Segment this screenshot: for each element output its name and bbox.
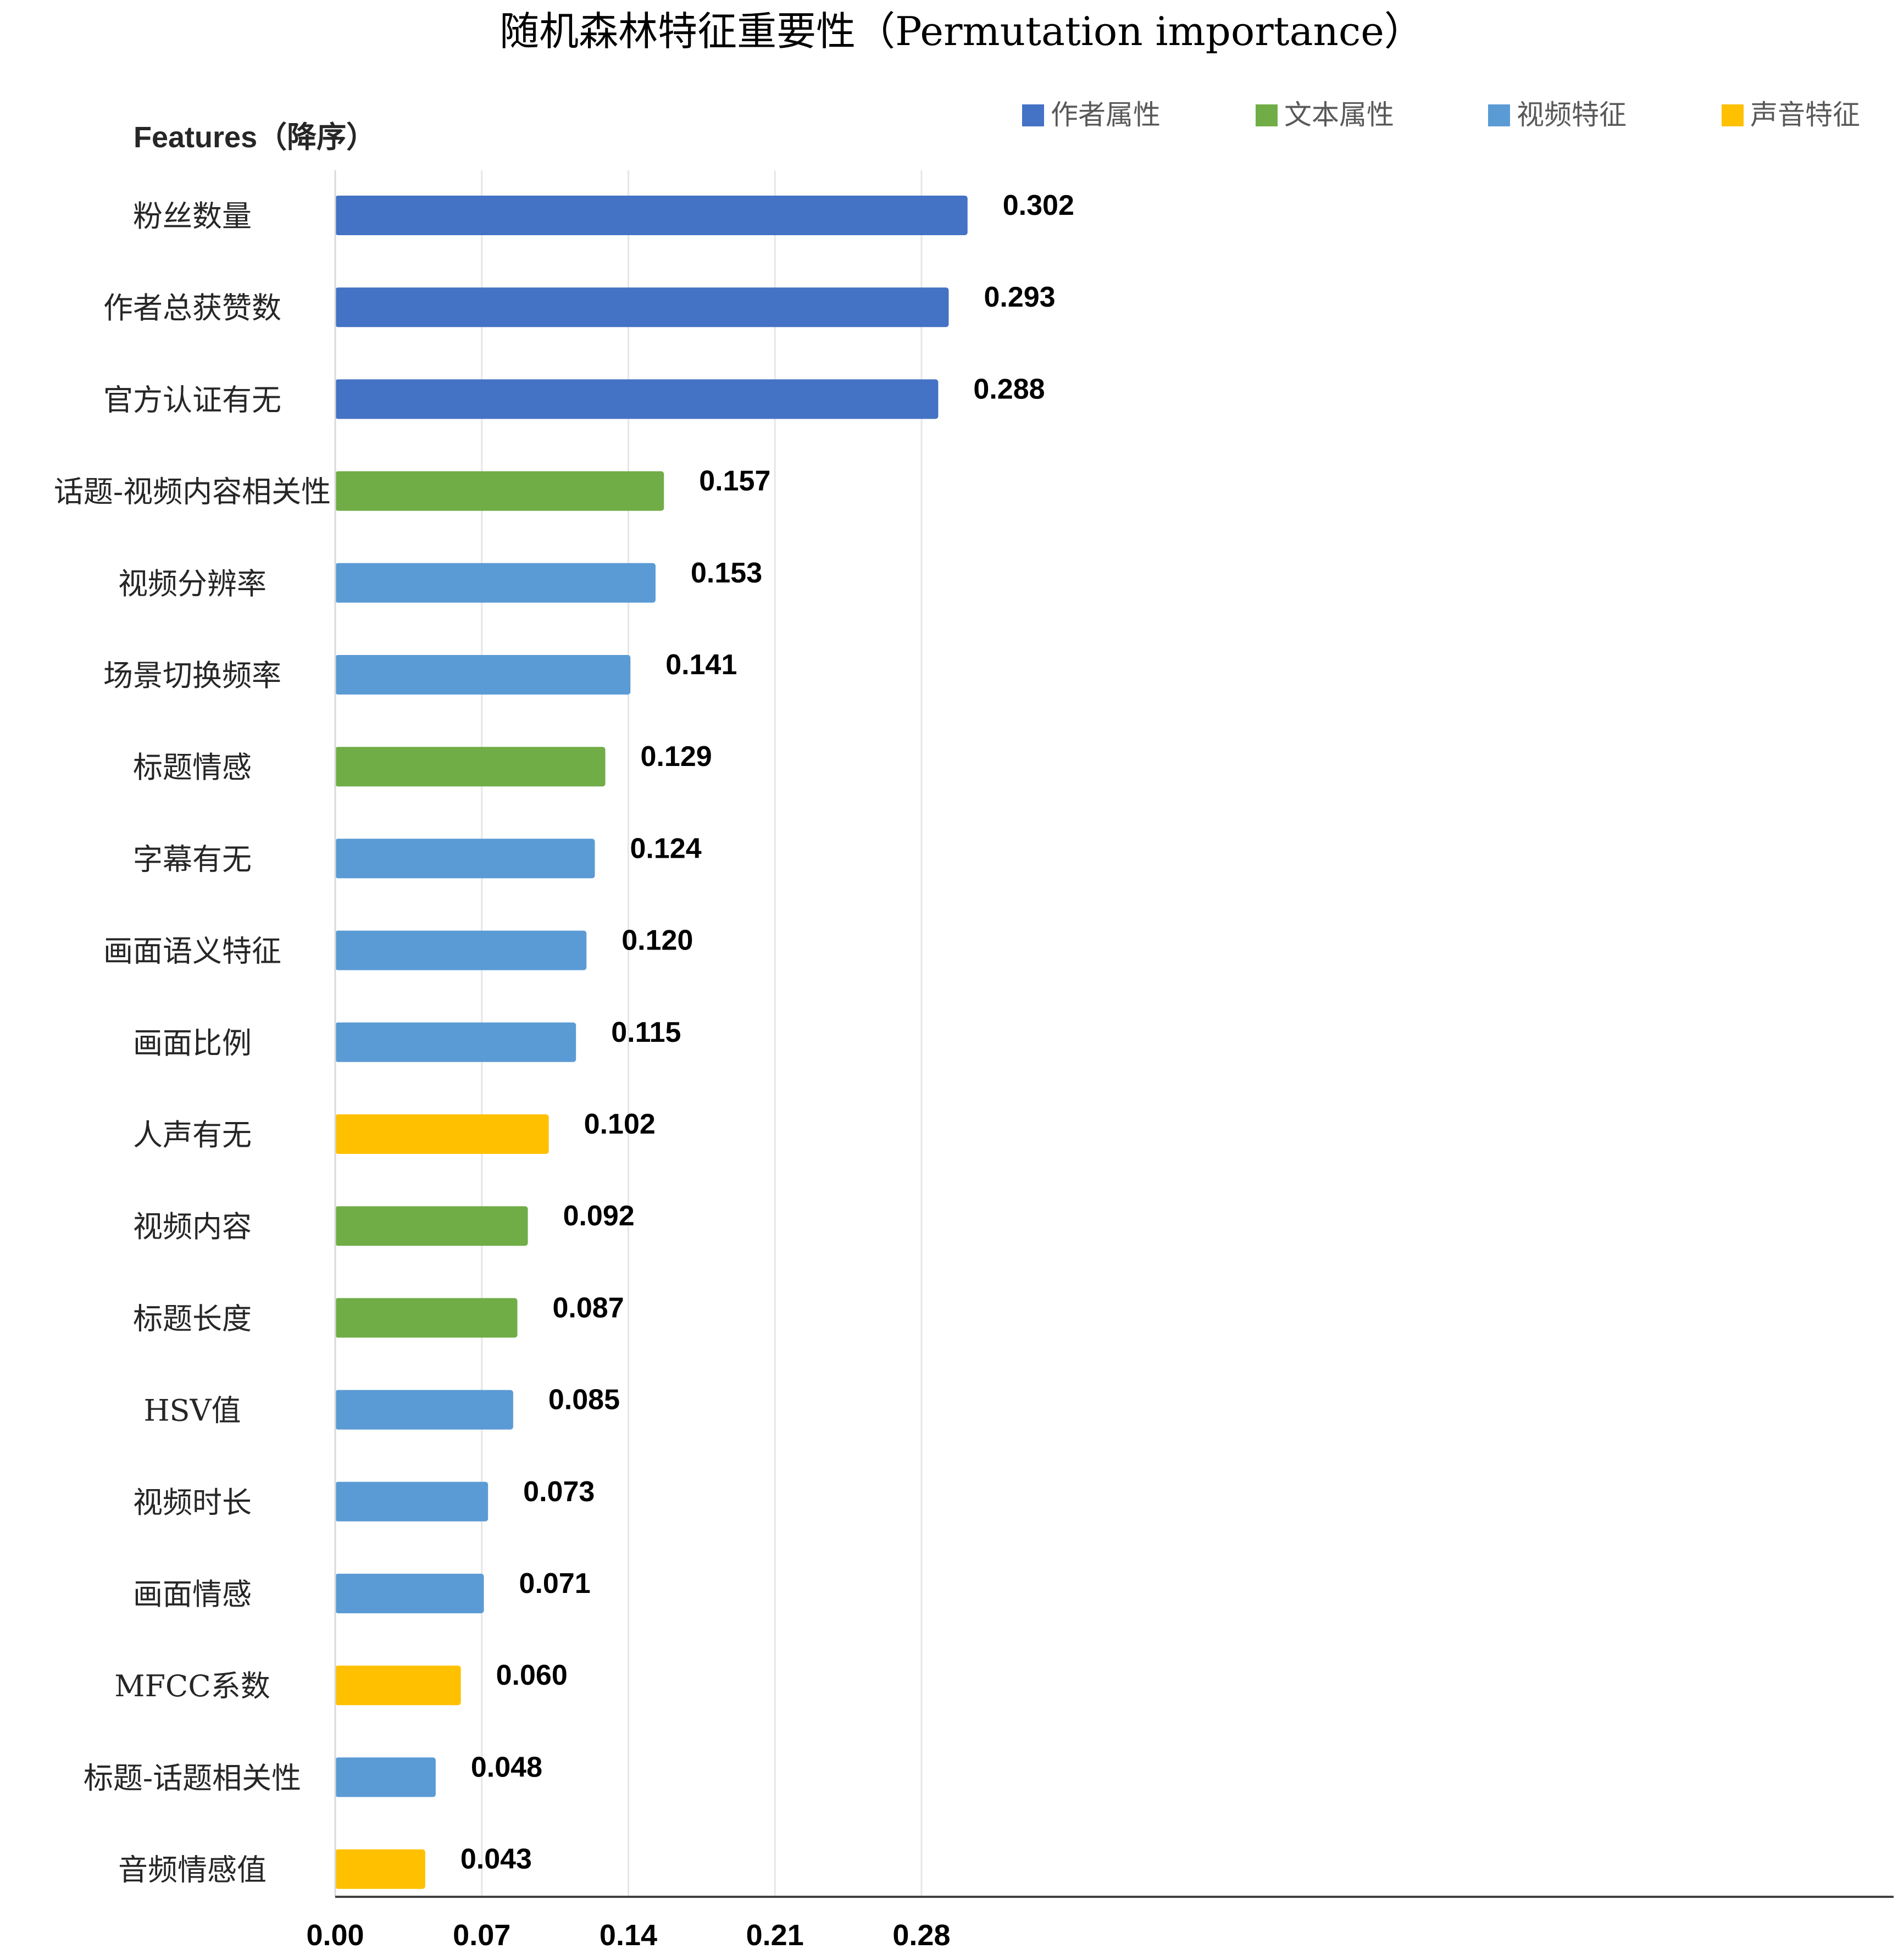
category-label: MFCC系数	[114, 1669, 270, 1703]
value-label: 0.092	[563, 1200, 635, 1232]
bar	[335, 747, 606, 787]
value-label: 0.102	[584, 1108, 656, 1140]
bars	[335, 196, 968, 1889]
category-label: 字幕有无	[133, 842, 252, 876]
value-label: 0.115	[611, 1017, 681, 1048]
value-label: 0.153	[691, 557, 762, 589]
legend-item: 视频特征	[1488, 99, 1627, 131]
bar	[335, 287, 949, 327]
bar	[335, 379, 939, 419]
value-label: 0.302	[1003, 190, 1074, 221]
value-label: 0.157	[699, 465, 770, 497]
value-labels: 0.302 0.293 0.288 0.157 0.153 0.141 0.129 0.124…	[460, 190, 1074, 1875]
category-label: 画面情感	[133, 1577, 252, 1612]
value-label: 0.048	[471, 1751, 542, 1783]
value-label: 0.087	[553, 1292, 624, 1324]
legend-label: 声音特征	[1750, 99, 1860, 131]
legend-label: 视频特征	[1517, 99, 1627, 131]
legend-label: 文本属性	[1284, 99, 1394, 131]
category-label: HSV值	[143, 1393, 241, 1428]
legend-item: 声音特征	[1722, 99, 1860, 131]
legend-swatch	[1256, 104, 1278, 126]
category-label: 标题长度	[133, 1301, 252, 1336]
category-label: 标题-话题相关性	[84, 1761, 301, 1795]
bar	[335, 1665, 461, 1706]
bar	[335, 655, 631, 695]
legend-swatch	[1022, 104, 1044, 126]
value-label: 0.043	[460, 1844, 532, 1875]
x-tick-label: 0.14	[600, 1919, 657, 1952]
bar	[335, 196, 968, 235]
value-label: 0.141	[665, 649, 737, 681]
category-label: 画面比例	[133, 1026, 252, 1060]
value-label: 0.288	[973, 373, 1045, 405]
y-axis-label: Features（降序）	[134, 121, 376, 154]
legend-swatch	[1722, 104, 1744, 126]
category-label: 视频内容	[133, 1209, 252, 1244]
value-label: 0.293	[984, 281, 1055, 313]
category-label: 音频情感值	[118, 1853, 267, 1887]
value-label: 0.120	[621, 925, 693, 957]
bar	[335, 1298, 518, 1338]
bar	[335, 1022, 576, 1062]
bar	[335, 563, 656, 603]
category-label: 视频分辨率	[118, 567, 267, 601]
bar	[335, 1574, 484, 1613]
x-tick-label: 0.28	[892, 1919, 950, 1952]
category-label: 视频时长	[133, 1485, 252, 1520]
value-label: 0.124	[630, 832, 702, 864]
x-tick-label: 0.07	[453, 1919, 510, 1952]
value-label: 0.085	[548, 1384, 620, 1416]
x-tick-label: 0.21	[746, 1919, 804, 1952]
legend-item: 作者属性	[1022, 99, 1161, 131]
bar	[335, 1114, 549, 1154]
x-tick-label: 0.00	[306, 1919, 364, 1952]
bar	[335, 1757, 436, 1797]
legend-swatch	[1488, 104, 1510, 126]
bar	[335, 471, 664, 511]
category-labels: 粉丝数量作者总获赞数官方认证有无话题-视频内容相关性视频分辨率场景切换频率标题情…	[54, 199, 331, 1887]
category-label: 标题情感	[133, 750, 252, 785]
legend-label: 作者属性	[1051, 99, 1161, 131]
bar	[335, 839, 595, 879]
value-label: 0.073	[523, 1476, 595, 1508]
bar	[335, 1481, 489, 1522]
value-label: 0.129	[641, 741, 712, 773]
category-label: 场景切换频率	[103, 658, 281, 693]
category-label: 人声有无	[133, 1118, 252, 1152]
category-label: 官方认证有无	[103, 382, 281, 417]
chart-title: 随机森林特征重要性（Permutation importance）	[500, 8, 1424, 54]
bar	[335, 1206, 528, 1246]
x-axis: 0.00 0.07 0.14 0.21 0.28	[306, 170, 1894, 1952]
legend-item: 文本属性	[1256, 99, 1394, 131]
category-label: 话题-视频内容相关性	[54, 475, 331, 509]
bar	[335, 1849, 425, 1889]
bar	[335, 930, 587, 970]
value-label: 0.060	[496, 1659, 568, 1691]
bar	[335, 1390, 513, 1430]
value-label: 0.071	[519, 1568, 591, 1600]
category-label: 作者总获赞数	[103, 291, 281, 325]
legend: 作者属性 文本属性 视频特征 声音特征	[1022, 99, 1860, 131]
category-label: 画面语义特征	[103, 934, 281, 969]
category-label: 粉丝数量	[133, 199, 252, 234]
